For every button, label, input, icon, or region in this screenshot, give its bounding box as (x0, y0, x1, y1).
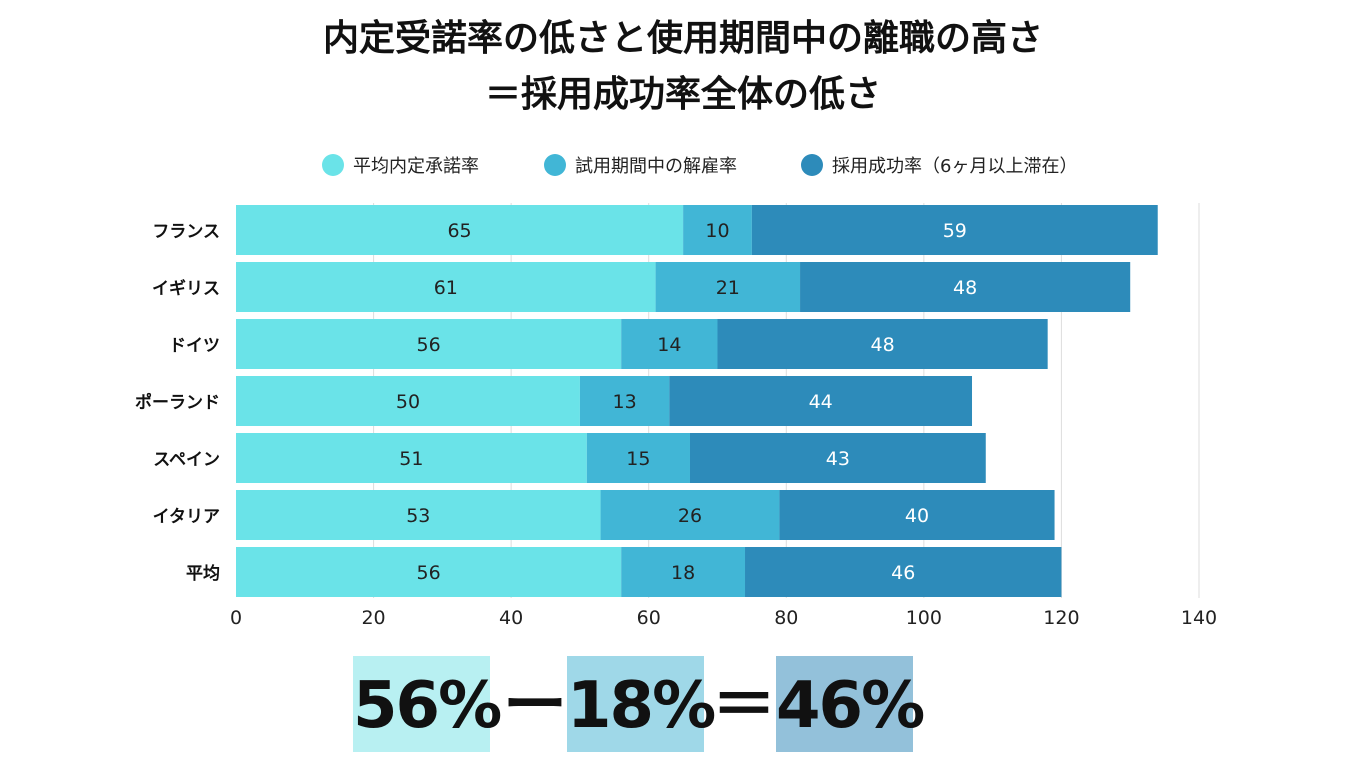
bar-chart: 0 20 40 60 80 100 120 140 平均内定承諾率 試用期間中の解雇率 採用成功率（… (135, 154, 1217, 629)
x-tick-label: 80 (774, 607, 798, 629)
x-tick-label: 120 (1043, 607, 1079, 629)
chart-title: 内定受諾率の低さと使用期間中の離職の高さ (322, 18, 1043, 59)
category-label: ドイツ (169, 336, 220, 356)
equation-success: 46% (776, 669, 925, 743)
bar-segment (800, 262, 1131, 312)
bar-segment (236, 490, 601, 540)
x-tick-label: 0 (230, 607, 242, 629)
chart-subtitle: ＝採用成功率全体の低さ (484, 74, 881, 115)
equation-equals: ＝ (712, 669, 776, 743)
bar-segment (669, 376, 973, 426)
data-label: 48 (953, 277, 977, 299)
data-label: 53 (406, 505, 430, 527)
data-label: 18 (671, 562, 695, 584)
x-tick-label: 20 (361, 607, 385, 629)
legend-label: 試用期間中の解雇率 (575, 156, 737, 177)
data-label: 40 (905, 505, 929, 527)
data-label: 26 (678, 505, 702, 527)
category-label: フランス (152, 222, 220, 242)
equation-minus: ー (503, 669, 567, 743)
bar-segment (600, 490, 780, 540)
legend-marker (544, 154, 566, 176)
bar-segment (751, 205, 1158, 255)
data-label: 44 (809, 391, 833, 413)
bar-segment (236, 433, 587, 483)
bar-segment (236, 547, 622, 597)
bar-segment (655, 262, 801, 312)
bar-segment (621, 547, 746, 597)
data-label: 13 (613, 391, 637, 413)
legend-label: 採用成功率（6ヶ月以上滞在） (832, 156, 1077, 177)
legend-marker (322, 154, 344, 176)
bar-segment (717, 319, 1048, 369)
bar-segment (236, 205, 684, 255)
equation-dismissal: 18% (567, 669, 716, 743)
data-label: 21 (716, 277, 740, 299)
bar-segment (579, 376, 670, 426)
legend-marker (801, 154, 823, 176)
category-label: 平均 (186, 563, 220, 584)
category-label: スペイン (153, 450, 220, 470)
data-label: 43 (826, 448, 850, 470)
data-label: 61 (434, 277, 458, 299)
x-tick-label: 40 (499, 607, 523, 629)
data-label: 50 (396, 391, 420, 413)
data-label: 59 (943, 220, 967, 242)
bar-segment (236, 262, 656, 312)
x-tick-label: 60 (637, 607, 661, 629)
x-tick-label: 100 (906, 607, 942, 629)
bar-segment (621, 319, 718, 369)
data-label: 51 (399, 448, 423, 470)
bar-segment (586, 433, 690, 483)
x-tick-label: 140 (1181, 607, 1217, 629)
data-label: 65 (447, 220, 471, 242)
data-label: 46 (891, 562, 915, 584)
legend-label: 平均内定承諾率 (353, 156, 479, 177)
bar-segment (689, 433, 986, 483)
data-label: 15 (626, 448, 650, 470)
data-label: 48 (870, 334, 894, 356)
data-label: 14 (657, 334, 681, 356)
data-label: 56 (417, 562, 441, 584)
bar-segment (745, 547, 1062, 597)
bar-segment (779, 490, 1055, 540)
category-label: イタリア (153, 507, 220, 527)
data-label: 10 (705, 220, 729, 242)
bar-segment (236, 319, 622, 369)
equation-box-acceptance (353, 656, 490, 752)
category-label: イギリス (152, 279, 220, 299)
equation-box-dismissal (567, 656, 704, 752)
equation-box-success (776, 656, 913, 752)
category-label: ポーランド (135, 392, 220, 413)
bar-segment (683, 205, 752, 255)
data-label: 56 (417, 334, 441, 356)
bar-segment (236, 376, 580, 426)
equation-acceptance: 56% (353, 669, 502, 743)
